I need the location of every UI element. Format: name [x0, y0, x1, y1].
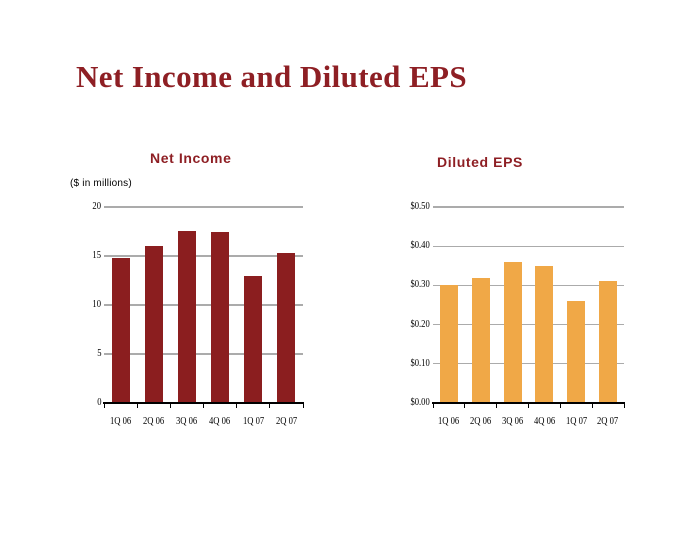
net-income-plot: 0 5 10 15 20 1Q 06 2Q 06 3Q 06 4Q 06 1Q 07 2Q 07 — [92, 201, 304, 427]
x-axis-tick — [496, 403, 498, 408]
x-axis-tick — [169, 403, 171, 408]
x-axis-tick — [103, 403, 105, 408]
x-tick-label: 3Q 06 — [162, 416, 212, 427]
y-tick-label: $0.10 — [370, 356, 430, 369]
bar — [535, 265, 554, 403]
y-tick-label-text: 15 — [92, 249, 101, 261]
x-axis-tick — [236, 403, 238, 408]
x-axis-tick — [136, 403, 138, 408]
x-tick-label-text: 1Q 07 — [242, 415, 264, 427]
x-tick-label-text: 1Q 06 — [109, 415, 132, 427]
y-tick-label-text: $0.00 — [410, 396, 430, 408]
y-tick-label-text: $0.50 — [410, 200, 430, 212]
gridline — [433, 245, 624, 247]
gridline — [104, 255, 303, 257]
gridline — [433, 323, 624, 326]
x-tick-label: 1Q 06 — [96, 416, 146, 427]
x-tick-label: 1Q 07 — [551, 416, 601, 427]
bar — [111, 257, 130, 403]
x-tick-label: 2Q 07 — [583, 416, 633, 427]
y-tick-label-text: $0.40 — [410, 239, 430, 252]
net-income-chart-title: Net Income — [150, 150, 232, 166]
x-tick-label-text: 1Q 06 — [438, 415, 460, 427]
y-tick-label: 15 — [41, 250, 101, 261]
x-tick-label-text: 2Q 07 — [597, 415, 619, 427]
gridline — [104, 353, 303, 355]
y-tick-label-text: 0 — [96, 396, 101, 408]
x-tick-label: 4Q 06 — [195, 416, 245, 427]
y-tick-label-text: $0.20 — [410, 317, 430, 330]
y-tick-label-text: 20 — [92, 200, 101, 212]
bar — [503, 261, 522, 403]
x-axis-tick — [464, 403, 466, 408]
bar — [439, 285, 458, 403]
bar — [471, 277, 490, 403]
x-tick-label: 3Q 06 — [488, 416, 538, 427]
bar — [211, 232, 230, 403]
gridline — [433, 284, 624, 287]
bar — [244, 275, 263, 403]
x-tick-label-text: 4Q 06 — [533, 415, 556, 427]
x-tick-label: 1Q 07 — [228, 416, 278, 427]
gridline — [433, 206, 624, 208]
x-axis-tick — [269, 403, 271, 408]
x-tick-label: 2Q 06 — [129, 416, 179, 427]
gridline — [433, 363, 624, 365]
x-tick-label-text: 4Q 06 — [209, 415, 231, 427]
y-tick-label: $0.40 — [370, 240, 430, 251]
page-title: Net Income and Diluted EPS — [76, 59, 468, 94]
x-tick-label-text: 2Q 06 — [470, 415, 492, 427]
diluted-eps-chart-title: Diluted EPS — [437, 154, 523, 170]
x-tick-label-text: 3Q 06 — [501, 415, 524, 427]
x-axis-tick — [302, 403, 304, 408]
y-tick-label: 10 — [41, 299, 101, 310]
y-tick-label: $0.20 — [370, 317, 430, 330]
y-tick-label: 20 — [41, 201, 101, 212]
bar — [599, 281, 618, 403]
y-tick-label: $0.00 — [370, 397, 430, 408]
y-tick-label-text: $0.30 — [410, 278, 430, 291]
x-axis-tick — [623, 403, 625, 408]
x-axis-tick — [528, 403, 529, 408]
x-tick-label: 1Q 06 — [424, 416, 474, 427]
y-tick-label: $0.50 — [370, 201, 430, 212]
units-note: ($ in millions) — [70, 178, 132, 189]
y-tick-label-text: 10 — [92, 298, 101, 310]
bar — [277, 253, 296, 403]
x-tick-label-text: 2Q 06 — [143, 415, 165, 427]
x-tick-label-text: 2Q 07 — [275, 415, 298, 427]
x-tick-label: 4Q 06 — [519, 416, 569, 427]
x-tick-label-text: 3Q 06 — [176, 415, 198, 427]
y-tick-label: 5 — [41, 348, 101, 359]
y-tick-label-text: $0.10 — [410, 356, 430, 369]
bar — [144, 246, 163, 403]
bar — [567, 301, 586, 403]
bar — [177, 230, 196, 403]
x-tick-label-text: 1Q 07 — [565, 415, 587, 427]
y-tick-label: $0.30 — [370, 279, 430, 290]
y-tick-label-text: 5 — [96, 347, 101, 359]
x-axis-tick — [559, 403, 561, 408]
x-axis-tick — [591, 403, 593, 408]
x-tick-label: 2Q 06 — [456, 416, 506, 427]
y-tick-label: 0 — [41, 397, 101, 408]
gridline — [104, 304, 303, 306]
x-axis-tick — [432, 403, 434, 408]
x-tick-label: 2Q 07 — [261, 416, 311, 427]
gridline — [104, 206, 303, 208]
x-axis-tick — [203, 403, 204, 408]
diluted-eps-plot: $0.00 $0.10 $0.20 $0.30 $0.40 $0.50 1Q 06 2Q 06… — [411, 201, 625, 427]
